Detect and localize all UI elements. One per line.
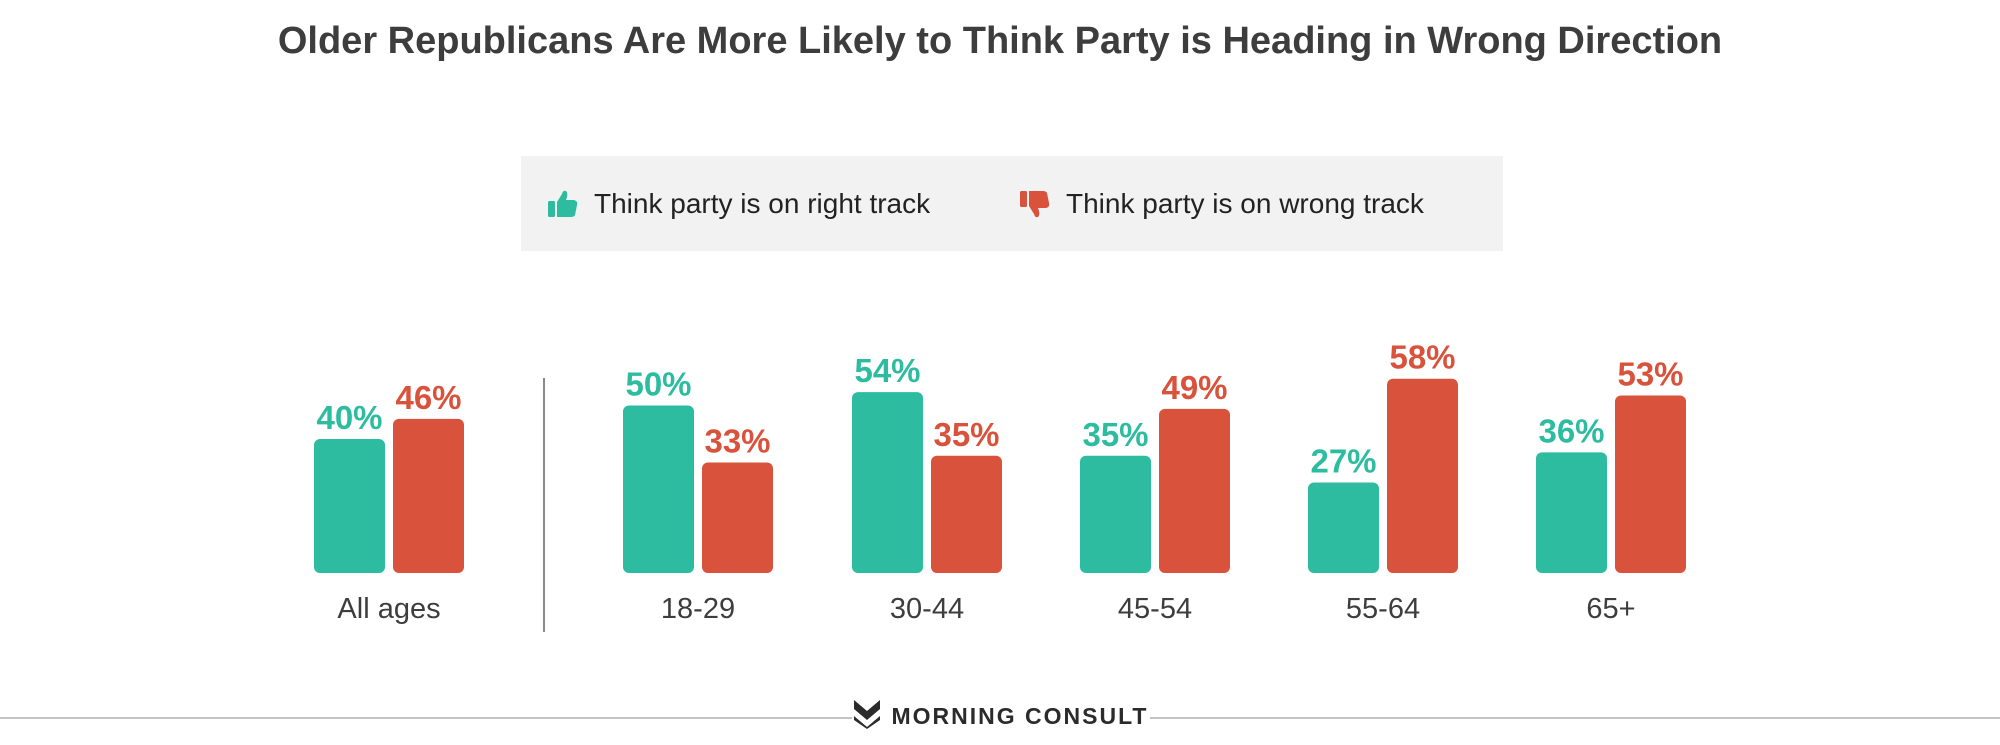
bar-18-29-right-track <box>623 405 694 573</box>
category-label-45-54: 45-54 <box>1118 593 1192 625</box>
data-label-30-44-wrong-track: 35% <box>933 416 999 453</box>
legend-item-right-track: Think party is on right track <box>547 156 930 251</box>
data-label-18-29-wrong-track: 33% <box>704 422 770 459</box>
data-label-all-ages-right-track: 40% <box>316 399 382 436</box>
legend-item-wrong-track: Think party is on wrong track <box>1019 156 1424 251</box>
morning-consult-logo-icon <box>853 699 881 734</box>
bar-all-ages-wrong-track <box>393 418 464 573</box>
brand-name: MORNING CONSULT <box>891 702 1149 729</box>
data-label-all-ages-wrong-track: 46% <box>395 379 461 416</box>
bar-65-wrong-track <box>1615 395 1686 573</box>
legend: Think party is on right track Think part… <box>521 156 1503 251</box>
data-label-55-64-right-track: 27% <box>1310 443 1376 480</box>
category-label-30-44: 30-44 <box>890 593 964 625</box>
data-label-45-54-right-track: 35% <box>1082 416 1148 453</box>
data-label-30-44-right-track: 54% <box>854 352 920 389</box>
footer-brand: MORNING CONSULT <box>852 696 1150 736</box>
bar-55-64-wrong-track <box>1387 378 1458 573</box>
category-label-55-64: 55-64 <box>1346 593 1420 625</box>
data-label-18-29-right-track: 50% <box>625 366 691 403</box>
data-label-45-54-wrong-track: 49% <box>1161 369 1227 406</box>
thumbs-down-icon <box>1019 188 1051 220</box>
bar-45-54-wrong-track <box>1159 408 1230 573</box>
category-label-65: 65+ <box>1586 593 1635 625</box>
bar-30-44-wrong-track <box>931 455 1002 573</box>
bar-30-44-right-track <box>852 392 923 573</box>
bar-55-64-right-track <box>1308 482 1379 573</box>
category-label-18-29: 18-29 <box>661 593 735 625</box>
thumbs-up-icon <box>547 188 579 220</box>
legend-label-wrong-track: Think party is on wrong track <box>1066 187 1424 219</box>
category-label-all-ages: All ages <box>337 593 440 625</box>
chart-title: Older Republicans Are More Likely to Thi… <box>277 20 1723 62</box>
bar-all-ages-right-track <box>314 439 385 573</box>
legend-label-right-track: Think party is on right track <box>594 187 931 219</box>
bar-65-right-track <box>1536 452 1607 573</box>
data-label-55-64-wrong-track: 58% <box>1389 339 1455 376</box>
data-label-65-wrong-track: 53% <box>1617 355 1683 392</box>
bar-18-29-wrong-track <box>702 462 773 573</box>
bar-45-54-right-track <box>1080 455 1151 573</box>
data-label-65-right-track: 36% <box>1538 412 1604 449</box>
